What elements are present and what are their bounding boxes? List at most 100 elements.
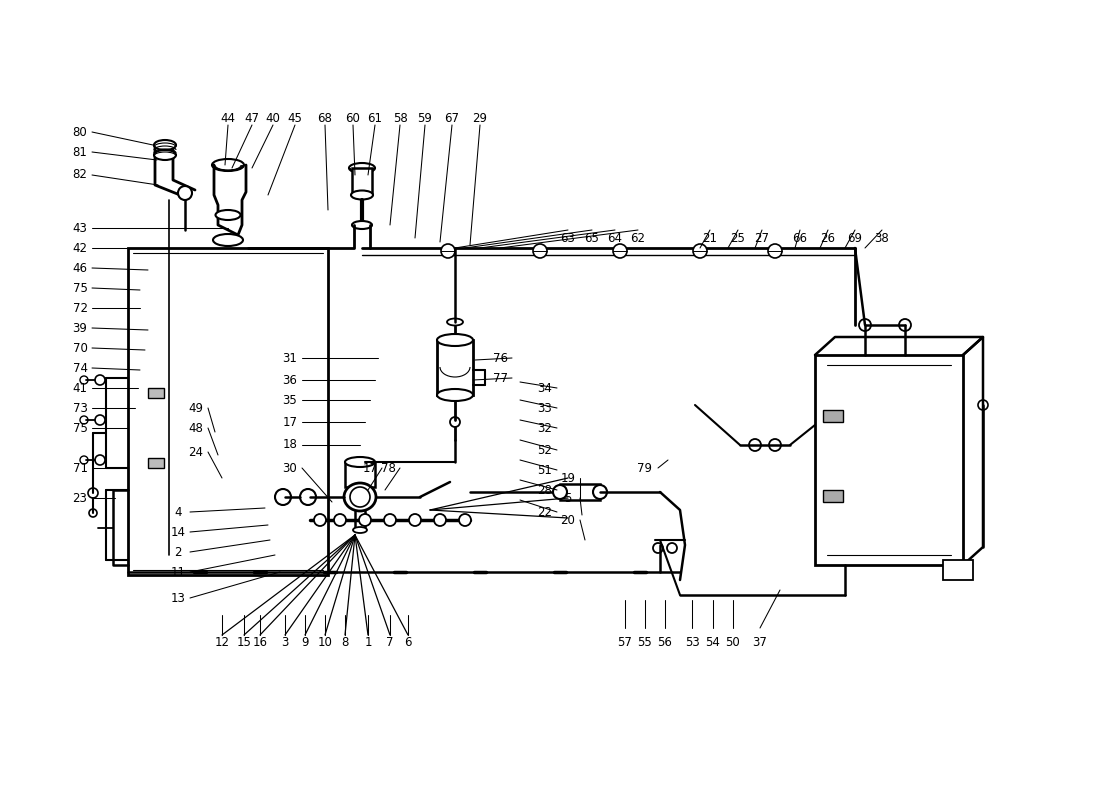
Bar [815, 355, 962, 565]
Ellipse shape [593, 485, 607, 499]
Text: 22: 22 [538, 506, 552, 518]
Circle shape [768, 244, 782, 258]
Text: 37: 37 [752, 635, 768, 649]
Bar [148, 458, 164, 468]
Text: 68: 68 [318, 111, 332, 125]
Text: 19: 19 [561, 471, 575, 485]
Text: 45: 45 [287, 111, 303, 125]
Text: 3: 3 [282, 635, 288, 649]
Bar [345, 462, 375, 487]
Text: 81: 81 [73, 146, 87, 158]
Text: 36: 36 [283, 374, 297, 386]
Text: 10: 10 [318, 635, 332, 649]
Ellipse shape [349, 163, 375, 173]
Bar [823, 490, 843, 502]
Ellipse shape [352, 221, 372, 229]
Text: 25: 25 [730, 231, 746, 245]
Circle shape [534, 244, 547, 258]
Text: 76: 76 [493, 351, 507, 365]
Text: 21: 21 [703, 231, 717, 245]
Text: 65: 65 [584, 231, 600, 245]
Text: 18: 18 [283, 438, 297, 451]
Text: 23: 23 [73, 491, 87, 505]
Text: 17: 17 [283, 415, 297, 429]
Text: 5: 5 [564, 491, 572, 505]
Circle shape [693, 244, 707, 258]
Ellipse shape [553, 485, 566, 499]
Text: 67: 67 [444, 111, 460, 125]
Text: 52: 52 [538, 443, 552, 457]
Text: 51: 51 [538, 463, 552, 477]
Text: 48: 48 [188, 422, 204, 434]
Text: 26: 26 [821, 231, 836, 245]
Text: 47: 47 [244, 111, 260, 125]
Text: 42: 42 [73, 242, 88, 254]
Text: 11: 11 [170, 566, 186, 578]
Text: 28: 28 [538, 483, 552, 497]
Text: 14: 14 [170, 526, 186, 538]
Text: 34: 34 [538, 382, 552, 394]
Text: 35: 35 [283, 394, 297, 406]
Text: 4: 4 [174, 506, 182, 518]
Text: 20: 20 [561, 514, 575, 526]
Text: 82: 82 [73, 169, 87, 182]
Text: 8: 8 [341, 635, 349, 649]
Text: 78: 78 [381, 462, 395, 474]
Text: 39: 39 [73, 322, 87, 334]
Text: 13: 13 [170, 591, 186, 605]
Text: 75: 75 [73, 282, 87, 294]
Ellipse shape [447, 318, 463, 326]
Text: 30: 30 [283, 462, 297, 474]
Text: 9: 9 [301, 635, 309, 649]
Text: 79: 79 [638, 462, 652, 474]
Circle shape [409, 514, 421, 526]
Text: 6: 6 [405, 635, 411, 649]
Text: 41: 41 [73, 382, 88, 394]
Text: 60: 60 [345, 111, 361, 125]
Text: 27: 27 [755, 231, 770, 245]
Text: 64: 64 [607, 231, 623, 245]
Ellipse shape [345, 457, 375, 467]
Text: 38: 38 [874, 231, 890, 245]
Text: 40: 40 [265, 111, 280, 125]
Text: 69: 69 [847, 231, 862, 245]
Text: 24: 24 [188, 446, 204, 458]
Text: 50: 50 [726, 635, 740, 649]
Ellipse shape [154, 150, 176, 160]
Text: 15: 15 [236, 635, 252, 649]
Text: 29: 29 [473, 111, 487, 125]
Circle shape [314, 514, 326, 526]
Text: 62: 62 [630, 231, 646, 245]
Bar [943, 560, 974, 580]
Bar [437, 340, 473, 395]
Text: 74: 74 [73, 362, 88, 374]
Text: 32: 32 [538, 422, 552, 434]
Text: 49: 49 [188, 402, 204, 414]
Bar [560, 484, 600, 500]
Text: 31: 31 [283, 351, 297, 365]
Circle shape [359, 514, 371, 526]
Circle shape [434, 514, 446, 526]
Bar [352, 168, 372, 193]
Text: 7: 7 [386, 635, 394, 649]
Text: 70: 70 [73, 342, 87, 354]
Circle shape [613, 244, 627, 258]
Text: 56: 56 [658, 635, 672, 649]
Text: 66: 66 [792, 231, 807, 245]
Text: 71: 71 [73, 462, 88, 474]
Circle shape [459, 514, 471, 526]
Text: 43: 43 [73, 222, 87, 234]
Text: 75: 75 [73, 422, 87, 434]
Ellipse shape [437, 389, 473, 401]
Circle shape [334, 514, 346, 526]
Ellipse shape [216, 210, 241, 220]
Ellipse shape [353, 527, 367, 533]
Text: 44: 44 [220, 111, 235, 125]
Text: 63: 63 [561, 231, 575, 245]
Text: 55: 55 [638, 635, 652, 649]
Text: 73: 73 [73, 402, 87, 414]
Text: 12: 12 [214, 635, 230, 649]
Ellipse shape [351, 190, 373, 199]
Text: 54: 54 [705, 635, 720, 649]
Text: 59: 59 [418, 111, 432, 125]
